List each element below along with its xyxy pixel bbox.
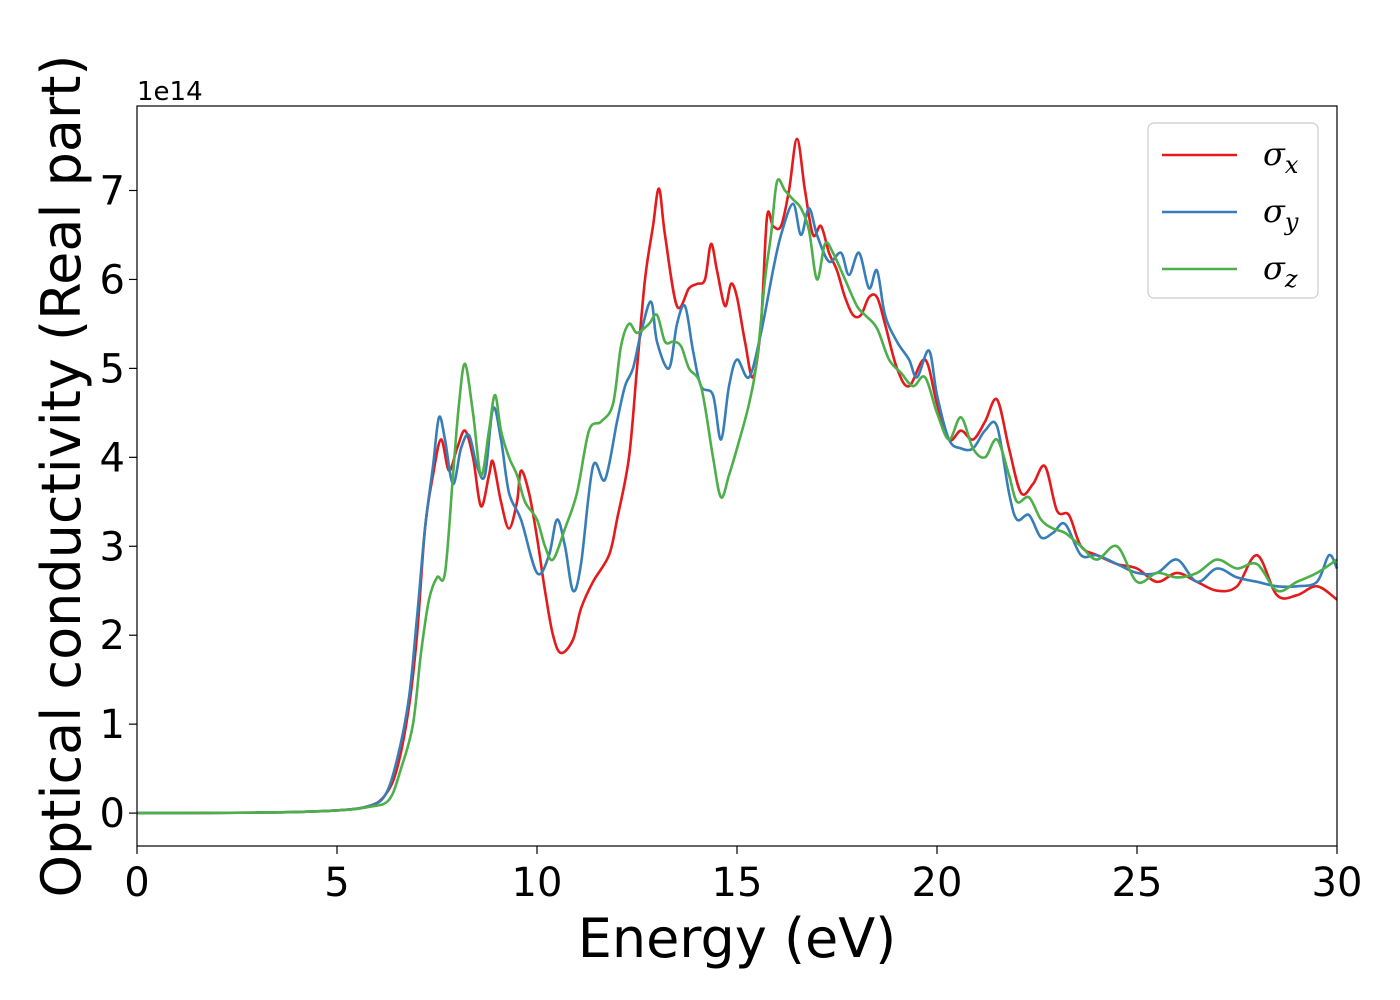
y-tick-label: 0	[100, 791, 125, 837]
legend-box	[1147, 122, 1319, 299]
y-tick-label: 4	[100, 435, 125, 481]
x-tick-label: 0	[124, 860, 149, 906]
y-tick-label: 6	[100, 257, 125, 303]
legend-label-y: σy	[1263, 192, 1299, 236]
y-axis-label: Optical conductivity (Real part)	[30, 55, 93, 898]
series-layer	[136, 137, 1339, 815]
y-axis: 0 1 2 3 4 5 6 7	[100, 168, 137, 837]
series-line-y	[136, 202, 1339, 815]
x-tick-label: 10	[512, 860, 563, 906]
y-tick-label: 1	[100, 702, 125, 748]
y-offset-label: 1e14	[137, 77, 203, 107]
legend-label-z: σz	[1263, 249, 1298, 293]
y-tick-label: 7	[100, 168, 125, 214]
x-axis-label: Energy (eV)	[578, 907, 897, 970]
legend-label-x: σx	[1263, 135, 1299, 179]
x-tick-label: 25	[1112, 860, 1163, 906]
x-axis: 0 5 10 15 20 25 30	[124, 846, 1362, 906]
series-line-x	[136, 137, 1338, 815]
x-tick-label: 15	[712, 860, 763, 906]
x-tick-label: 30	[1312, 860, 1363, 906]
x-tick-label: 5	[324, 860, 349, 906]
y-tick-label: 3	[100, 524, 125, 570]
y-tick-label: 5	[100, 346, 125, 392]
x-tick-label: 20	[912, 860, 963, 906]
legend: σx σy σz	[1147, 122, 1319, 299]
y-tick-label: 2	[100, 613, 125, 659]
series-line-z	[136, 178, 1338, 815]
